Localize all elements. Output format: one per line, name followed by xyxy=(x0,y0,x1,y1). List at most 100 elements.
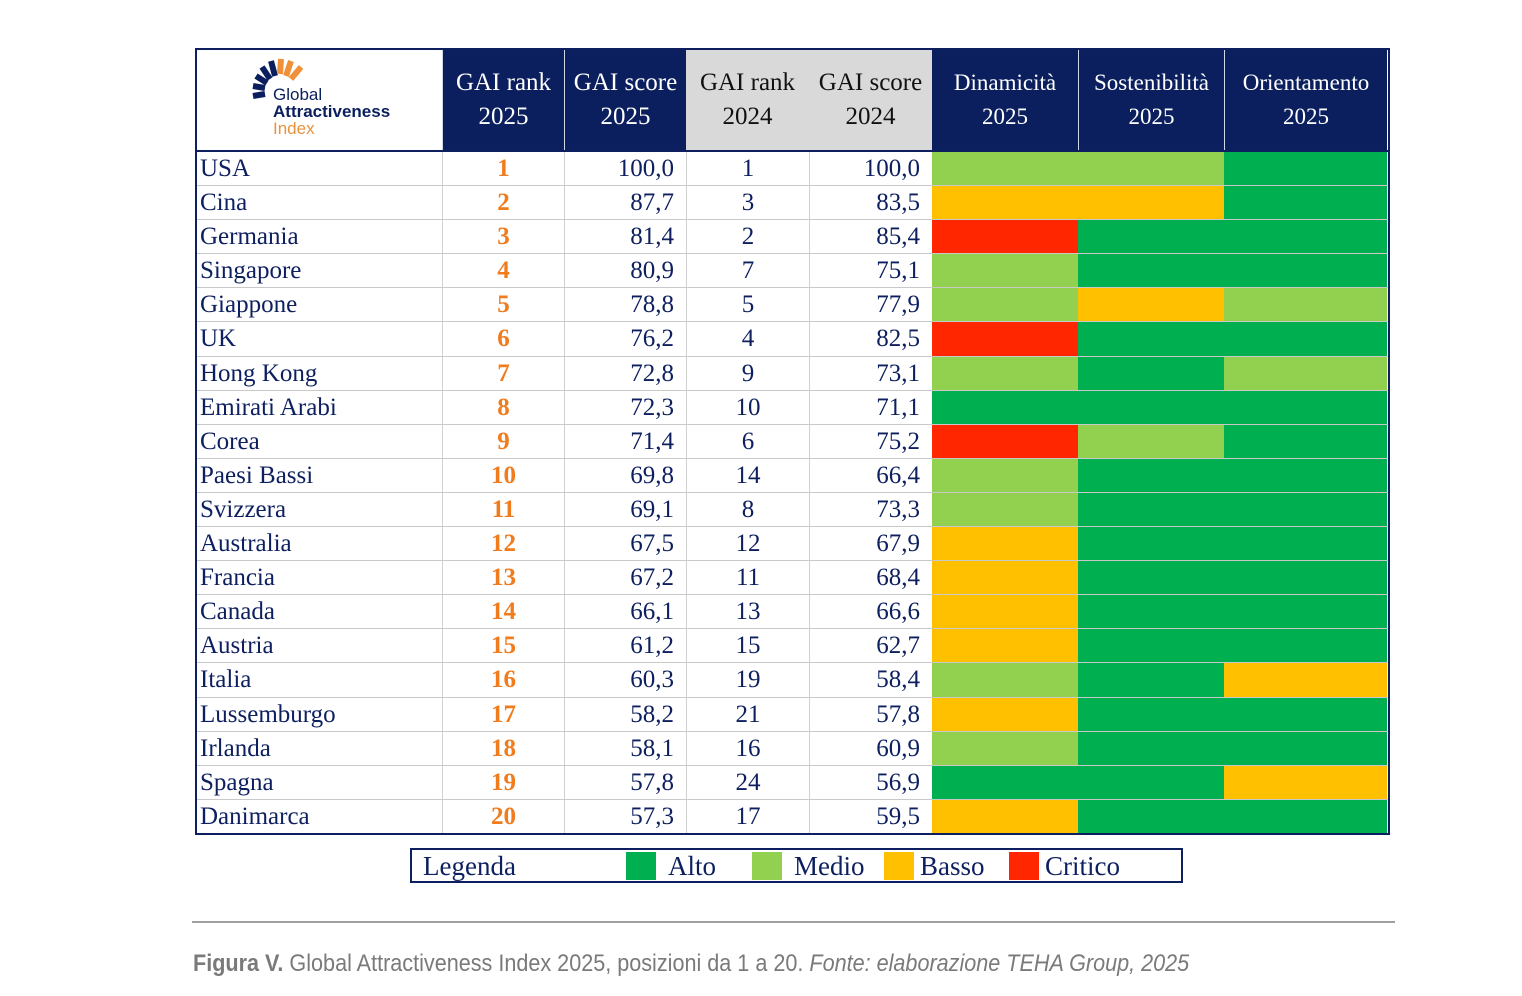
score-2024-cell: 77,9 xyxy=(809,288,932,322)
score-2025-cell: 69,8 xyxy=(564,458,686,492)
score-2025-cell: 100,0 xyxy=(564,152,686,186)
score-2024-cell: 83,5 xyxy=(809,186,932,220)
sostenibilita-rating-cell xyxy=(1078,629,1224,663)
legend-label-medio: Medio xyxy=(794,851,865,881)
rank-2025-cell: 7 xyxy=(442,356,564,390)
rank-2025-cell: 3 xyxy=(442,220,564,254)
sostenibilita-rating-cell xyxy=(1078,492,1224,527)
table-row: Danimarca 20 57,3 17 59,5 xyxy=(197,799,1388,833)
rank-2024-cell: 11 xyxy=(686,561,809,595)
score-2025-cell: 61,2 xyxy=(564,629,686,663)
rank-2025-cell: 10 xyxy=(442,458,564,492)
orientamento-rating-cell xyxy=(1224,424,1387,458)
header-gai-rank-2025: GAI rank 2025 xyxy=(442,50,564,150)
table-row: Lussemburgo 17 58,2 21 57,8 xyxy=(197,697,1388,732)
header-label: Sostenibilità xyxy=(1094,70,1209,95)
sostenibilita-rating-cell xyxy=(1078,186,1224,220)
legend-label-alto: Alto xyxy=(668,851,717,881)
rank-2024-cell: 21 xyxy=(686,697,809,731)
header-orientamento: Orientamento 2025 xyxy=(1224,50,1387,150)
rank-2025-cell: 20 xyxy=(442,799,564,833)
score-2024-cell: 59,5 xyxy=(809,799,932,833)
rank-2025-cell: 8 xyxy=(442,390,564,424)
header-label: Dinamicità xyxy=(953,70,1057,95)
sostenibilita-rating-cell xyxy=(1078,663,1224,697)
rank-2025-cell: 11 xyxy=(442,492,564,527)
score-2024-cell: 73,1 xyxy=(809,356,932,390)
sunburst-logo-icon xyxy=(252,58,304,99)
country-cell: Italia xyxy=(200,666,252,694)
rank-2024-cell: 17 xyxy=(686,799,809,833)
rank-2025-cell: 15 xyxy=(442,629,564,663)
table-row: Canada 14 66,1 13 66,6 xyxy=(197,595,1388,630)
country-cell: Australia xyxy=(200,530,292,558)
score-2025-cell: 57,8 xyxy=(564,765,686,799)
dinamicita-rating-cell xyxy=(932,629,1078,663)
country-cell: Francia xyxy=(200,564,275,592)
dinamicita-rating-cell xyxy=(932,152,1078,186)
country-cell: Hong Kong xyxy=(200,359,318,387)
dinamicita-rating-cell xyxy=(932,288,1078,322)
orientamento-rating-cell xyxy=(1224,697,1387,731)
score-2024-cell: 68,4 xyxy=(809,561,932,595)
orientamento-rating-cell xyxy=(1224,595,1387,629)
score-2024-cell: 62,7 xyxy=(809,629,932,663)
rank-2024-cell: 2 xyxy=(686,220,809,254)
rank-2025-cell: 6 xyxy=(442,322,564,356)
orientamento-rating-cell xyxy=(1224,492,1387,527)
rank-2024-cell: 8 xyxy=(686,492,809,527)
rank-2024-cell: 6 xyxy=(686,424,809,458)
dinamicita-rating-cell xyxy=(932,220,1078,254)
logo-line-global: Global xyxy=(273,85,323,104)
rank-2024-cell: 24 xyxy=(686,765,809,799)
orientamento-rating-cell xyxy=(1224,663,1387,697)
header-label: Orientamento xyxy=(1242,70,1370,95)
rank-2024-cell: 5 xyxy=(686,288,809,322)
legend-label-basso: Basso xyxy=(920,851,985,881)
rank-2024-cell: 7 xyxy=(686,254,809,288)
orientamento-rating-cell xyxy=(1224,254,1387,288)
header-year: 2024 xyxy=(845,103,896,130)
score-2025-cell: 58,1 xyxy=(564,731,686,765)
caption-label: Figura V. xyxy=(193,950,284,977)
header-year: 2024 xyxy=(722,103,773,130)
rank-2025-cell: 17 xyxy=(442,697,564,731)
score-2025-cell: 76,2 xyxy=(564,322,686,356)
table-row: Paesi Bassi 10 69,8 14 66,4 xyxy=(197,458,1388,493)
orientamento-rating-cell xyxy=(1224,629,1387,663)
score-2024-cell: 66,4 xyxy=(809,458,932,492)
country-cell: Germania xyxy=(200,223,299,251)
divider xyxy=(192,921,1395,923)
table-row: Cina 2 87,7 3 83,5 xyxy=(197,186,1388,221)
rank-2025-cell: 4 xyxy=(442,254,564,288)
score-2024-cell: 85,4 xyxy=(809,220,932,254)
score-2025-cell: 72,8 xyxy=(564,356,686,390)
header-dinamicita: Dinamicità 2025 xyxy=(932,50,1078,150)
orientamento-rating-cell xyxy=(1224,390,1387,424)
header-year: 2025 xyxy=(478,103,529,130)
score-2024-cell: 66,6 xyxy=(809,595,932,629)
legend-title: Legenda xyxy=(423,851,516,881)
sostenibilita-rating-cell xyxy=(1078,765,1224,799)
dinamicita-rating-cell xyxy=(932,186,1078,220)
table-row: Irlanda 18 58,1 16 60,9 xyxy=(197,731,1388,766)
country-cell: Austria xyxy=(200,632,274,660)
rank-2025-cell: 1 xyxy=(442,152,564,186)
rank-2024-cell: 3 xyxy=(686,186,809,220)
rank-2024-cell: 13 xyxy=(686,595,809,629)
country-cell: Danimarca xyxy=(200,802,310,830)
country-cell: UK xyxy=(200,325,237,353)
score-2025-cell: 78,8 xyxy=(564,288,686,322)
orientamento-rating-cell xyxy=(1224,799,1387,833)
rank-2024-cell: 14 xyxy=(686,458,809,492)
country-cell: Emirati Arabi xyxy=(200,393,337,421)
rank-2024-cell: 16 xyxy=(686,731,809,765)
table-row: Svizzera 11 69,1 8 73,3 xyxy=(197,492,1388,528)
sostenibilita-rating-cell xyxy=(1078,697,1224,731)
sostenibilita-rating-cell xyxy=(1078,390,1224,424)
header-label: GAI score xyxy=(818,69,923,96)
logo-line-attractiveness: Attractiveness xyxy=(273,102,391,121)
dinamicita-rating-cell xyxy=(932,254,1078,288)
gai-logo: Global Attractiveness Index xyxy=(197,50,442,150)
score-2025-cell: 72,3 xyxy=(564,390,686,424)
